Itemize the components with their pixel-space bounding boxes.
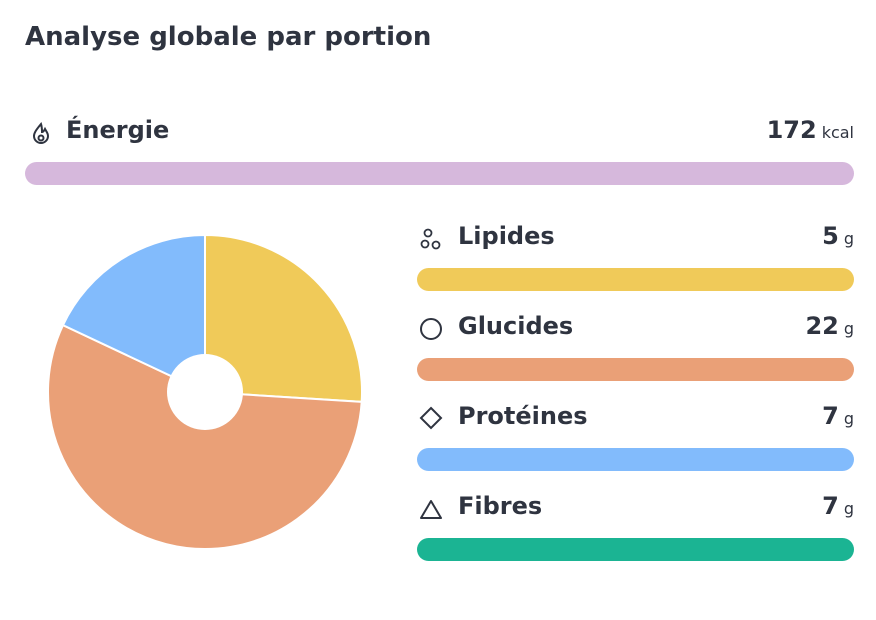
value: 7	[822, 492, 839, 520]
lipides-icon	[420, 228, 441, 250]
unit: g	[843, 409, 854, 428]
nutrient-bar	[417, 268, 854, 291]
pie-slice	[204, 233, 363, 403]
pie-slice	[61, 233, 206, 394]
nutrient-bar	[417, 538, 854, 561]
nutrient-value: 22 g	[805, 312, 854, 340]
nutrient-bar	[417, 448, 854, 471]
unit: g	[843, 499, 854, 518]
unit: g	[843, 319, 854, 338]
nutrient-label: Protéines	[458, 402, 588, 430]
unit: kcal	[821, 123, 854, 142]
unit: g	[843, 229, 854, 248]
nutrient-label: Glucides	[458, 312, 574, 340]
energy-label: Énergie	[66, 116, 170, 144]
glucides-icon	[420, 318, 442, 340]
value: 7	[822, 402, 839, 430]
pie-hole	[167, 354, 243, 430]
pie-slice	[47, 323, 363, 550]
fibres-icon	[420, 500, 442, 519]
nutrient-bar	[417, 358, 854, 381]
pie-chart	[47, 233, 363, 550]
proteines-icon	[419, 406, 443, 430]
energy-bar	[25, 162, 854, 185]
nutrient-label: Fibres	[458, 492, 543, 520]
value: 172	[766, 116, 817, 144]
title: Analyse globale par portion	[25, 22, 432, 52]
energy-value: 172 kcal	[767, 116, 854, 144]
value: 22	[805, 312, 839, 340]
nutrient-label: Lipides	[458, 222, 555, 250]
value: 5	[822, 222, 839, 250]
energy-icon	[32, 121, 50, 144]
